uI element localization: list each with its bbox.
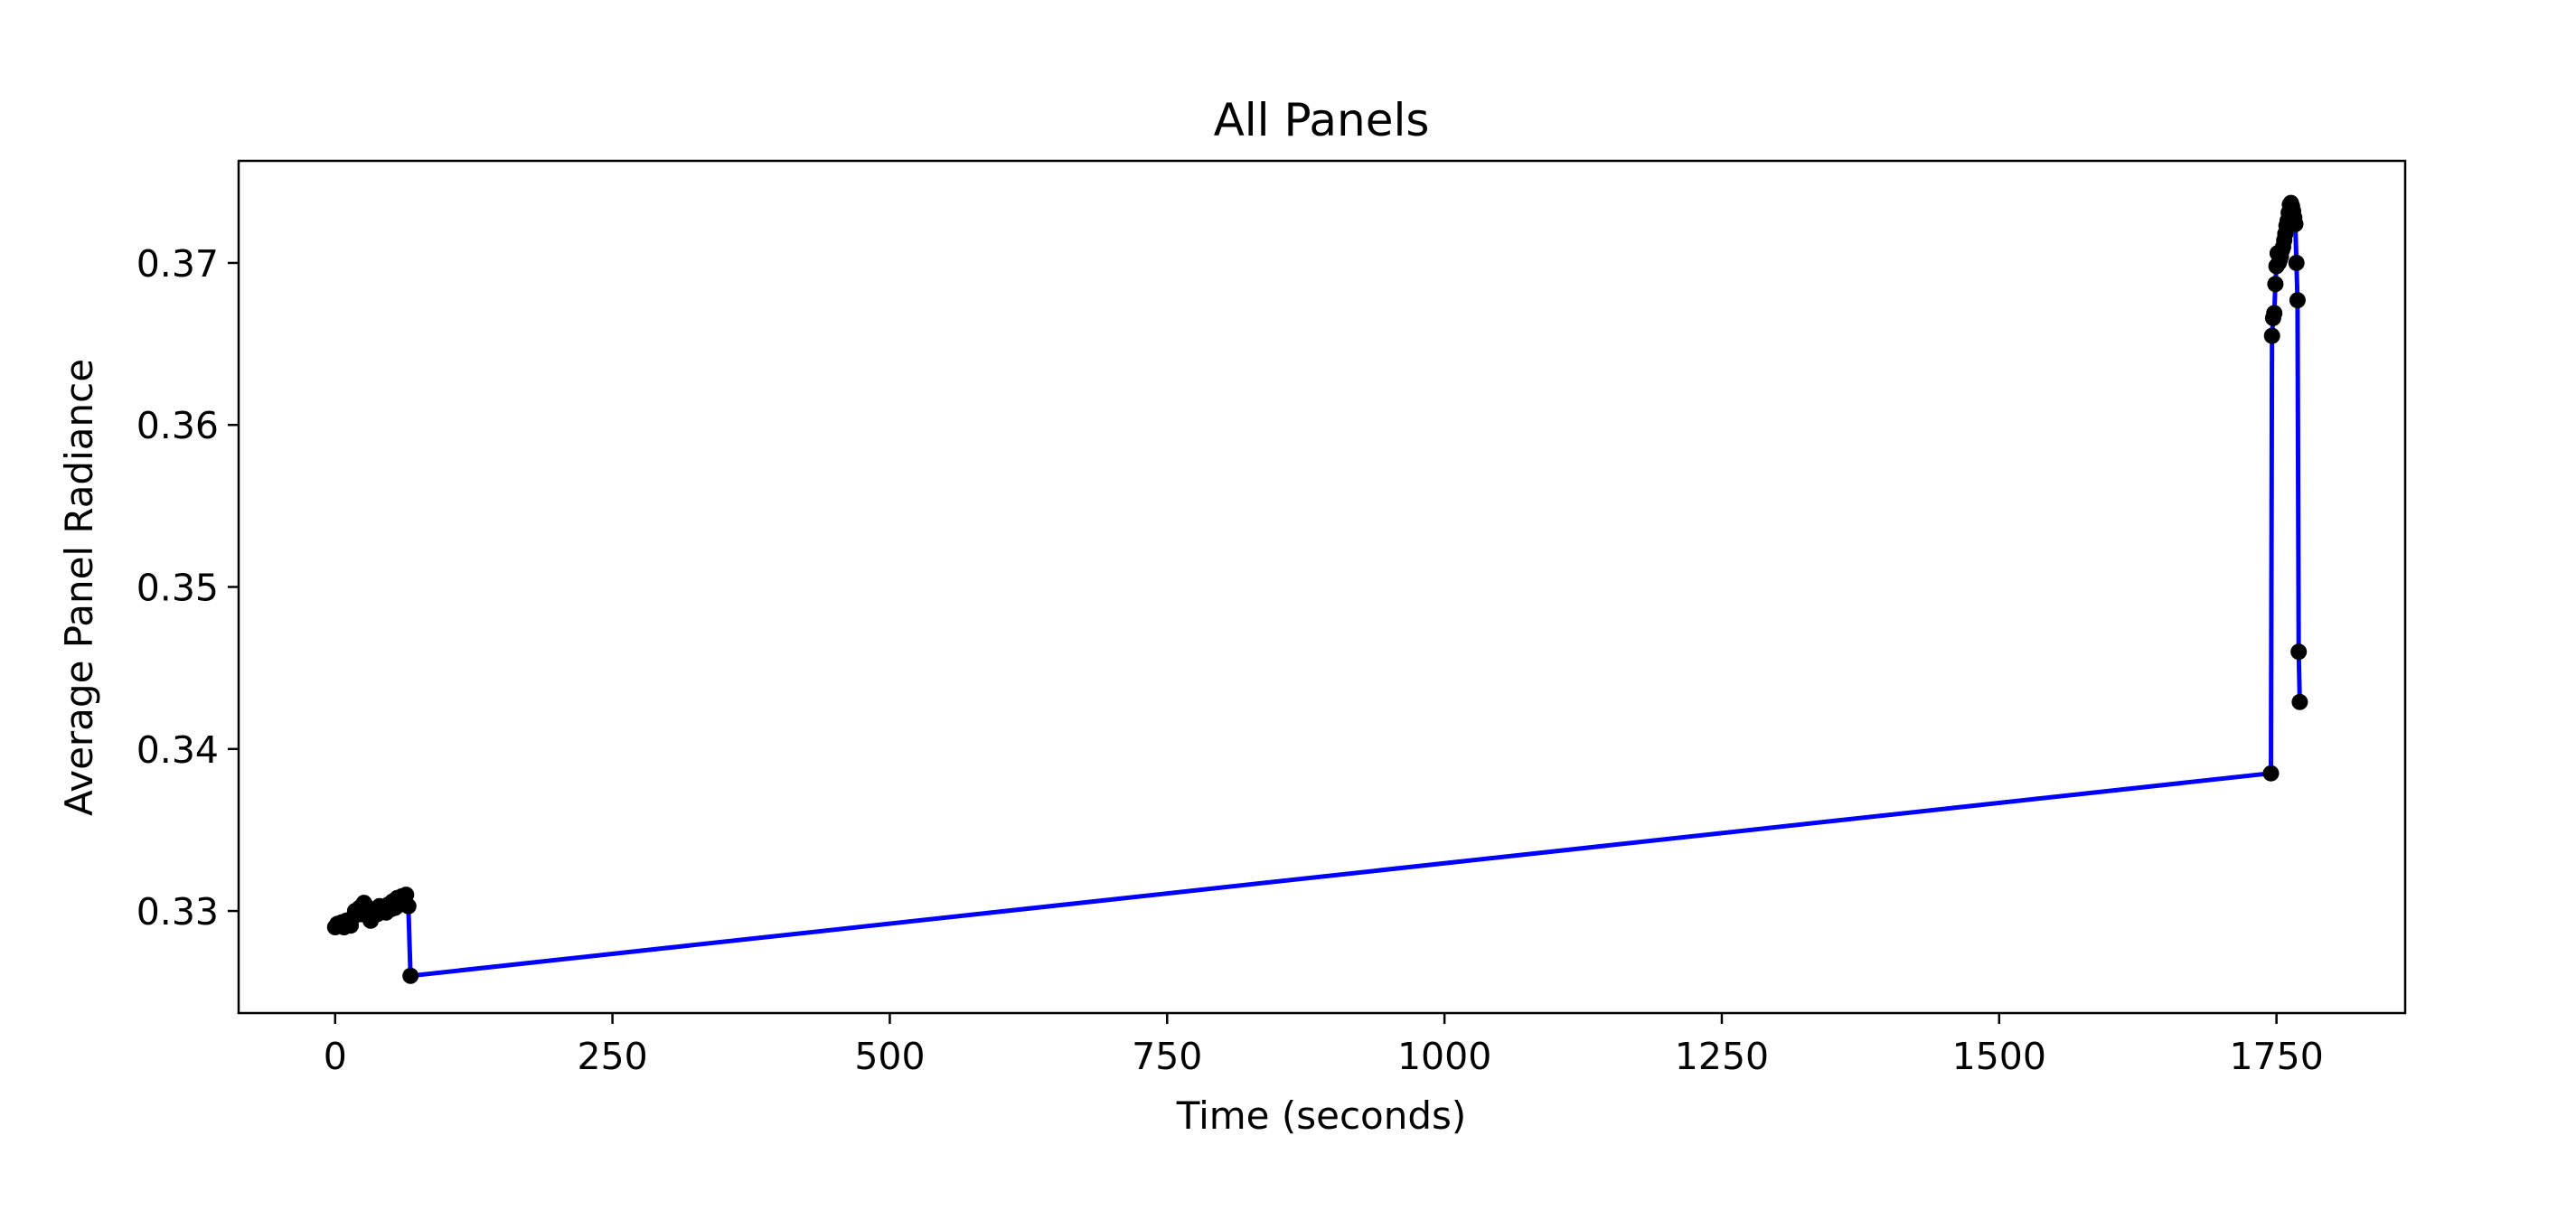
y-tick-label: 0.33	[136, 890, 219, 934]
x-tick-label: 1000	[1397, 1035, 1491, 1078]
x-axis-ticks: 0 250 500 750 1000 1250 1500 1750	[324, 1013, 2324, 1078]
y-axis-label: Average Panel Radiance	[57, 359, 101, 816]
x-tick-label: 500	[854, 1035, 925, 1078]
y-tick-label: 0.34	[136, 728, 219, 772]
data-point	[402, 967, 419, 984]
x-tick-label: 250	[577, 1035, 647, 1078]
x-tick-label: 1250	[1675, 1035, 1769, 1078]
y-tick-label: 0.37	[136, 242, 219, 286]
data-point	[2290, 643, 2308, 661]
x-tick-label: 1500	[1952, 1035, 2046, 1078]
data-point	[400, 897, 417, 915]
data-point	[2263, 327, 2280, 344]
y-axis-ticks: 0.33 0.34 0.35 0.36 0.37	[136, 242, 239, 934]
data-point	[2289, 292, 2306, 309]
data-markers	[326, 194, 2308, 984]
data-point	[2287, 215, 2304, 232]
data-point	[2288, 254, 2305, 271]
chart-title: All Panels	[1214, 94, 1430, 146]
data-point	[2266, 305, 2283, 322]
y-tick-label: 0.35	[136, 567, 219, 610]
data-point	[2267, 276, 2284, 293]
y-tick-label: 0.36	[136, 404, 219, 447]
x-axis-label: Time (seconds)	[1176, 1093, 1467, 1138]
plot-area	[326, 194, 2308, 984]
x-tick-label: 1750	[2229, 1035, 2323, 1078]
data-point	[2291, 693, 2308, 710]
x-tick-label: 0	[324, 1035, 347, 1078]
x-tick-label: 750	[1132, 1035, 1202, 1078]
plot-frame	[237, 159, 2407, 1015]
data-point	[2262, 765, 2280, 782]
